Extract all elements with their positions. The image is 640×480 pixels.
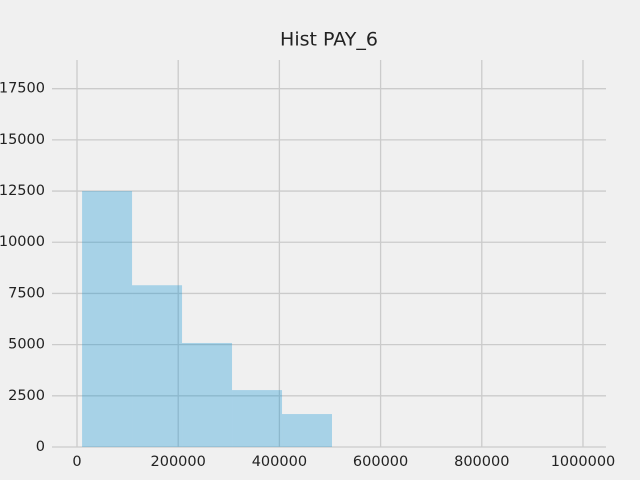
bar — [182, 342, 233, 447]
y-tick-label: 5000 — [8, 337, 45, 353]
x-tick-label: 600000 — [353, 454, 408, 470]
chart-title: Hist PAY_6 — [280, 29, 378, 51]
x-tick-label: 800000 — [454, 454, 509, 470]
y-tick-label: 12500 — [0, 183, 45, 199]
x-tick-label: 1000000 — [551, 454, 616, 470]
bar — [82, 191, 133, 447]
y-tick-label: 7500 — [8, 285, 45, 301]
y-tick-label: 17500 — [0, 81, 45, 97]
x-tick-label: 400000 — [252, 454, 307, 470]
bar — [132, 285, 183, 447]
y-tick-label: 10000 — [0, 234, 45, 250]
x-tick-label: 200000 — [151, 454, 206, 470]
bar — [282, 414, 333, 447]
x-tick-label: 0 — [72, 454, 81, 470]
y-tick-label: 2500 — [8, 388, 45, 404]
y-tick-label: 15000 — [0, 132, 45, 148]
y-tick-label: 0 — [36, 439, 45, 455]
bar — [232, 390, 283, 447]
